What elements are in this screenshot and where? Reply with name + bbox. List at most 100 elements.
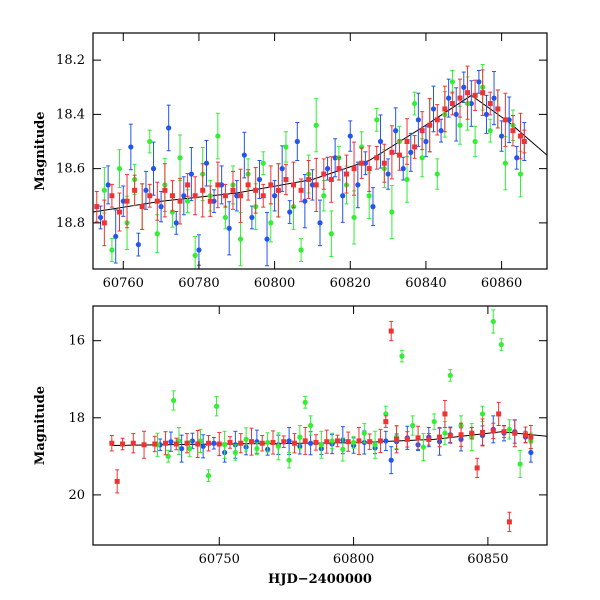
data-point xyxy=(179,446,185,452)
data-point xyxy=(147,193,153,199)
data-point xyxy=(205,473,212,479)
data-point xyxy=(498,341,504,348)
data-point xyxy=(447,372,453,378)
data-point xyxy=(154,231,160,237)
data-point xyxy=(232,449,238,456)
axes-frame xyxy=(92,32,548,270)
data-point xyxy=(215,182,221,188)
data-point xyxy=(275,187,281,193)
data-point xyxy=(442,106,448,112)
data-point xyxy=(399,353,405,359)
data-point xyxy=(389,209,395,215)
data-point xyxy=(222,442,228,448)
data-point xyxy=(177,155,183,161)
data-point xyxy=(321,171,327,177)
data-point xyxy=(374,117,380,123)
data-point xyxy=(213,403,220,409)
data-point xyxy=(211,440,217,446)
data-point xyxy=(502,160,508,166)
data-point xyxy=(264,236,270,242)
data-point xyxy=(113,233,119,240)
data-point xyxy=(491,95,497,101)
data-point xyxy=(169,193,175,199)
data-point xyxy=(227,439,233,445)
data-point xyxy=(109,193,115,199)
data-point xyxy=(105,182,111,188)
data-point xyxy=(367,439,373,445)
data-point xyxy=(259,440,265,446)
data-point xyxy=(170,397,177,404)
data-series xyxy=(154,309,534,482)
data-point xyxy=(279,166,285,172)
data-point xyxy=(517,171,524,177)
data-point xyxy=(101,220,107,226)
data-point xyxy=(200,187,206,193)
data-point xyxy=(256,176,263,183)
data-point xyxy=(442,411,448,417)
data-point xyxy=(420,444,427,450)
data-point xyxy=(101,187,107,193)
data-point xyxy=(442,430,448,436)
data-point xyxy=(286,438,292,444)
data-point xyxy=(181,193,187,199)
data-point xyxy=(124,198,130,204)
data-point xyxy=(343,171,349,177)
y-tick-label: 18 xyxy=(68,411,85,426)
data-point xyxy=(150,166,157,172)
data-point xyxy=(419,128,425,134)
data-point xyxy=(469,430,475,436)
data-point xyxy=(383,438,389,444)
data-point xyxy=(128,144,134,150)
data-point xyxy=(192,252,198,259)
data-point xyxy=(286,457,292,463)
data-point xyxy=(130,440,136,446)
y-tick-label: 18.6 xyxy=(56,162,85,177)
data-point xyxy=(307,440,314,446)
data-point xyxy=(328,176,334,182)
data-point xyxy=(324,439,330,445)
data-point xyxy=(329,438,335,444)
data-point xyxy=(345,439,351,445)
y-tick-label: 18.2 xyxy=(56,53,85,68)
data-point xyxy=(97,214,104,221)
data-point xyxy=(457,122,463,128)
data-point xyxy=(447,433,453,439)
data-point xyxy=(381,160,387,166)
data-point xyxy=(404,436,410,442)
data-point xyxy=(253,187,259,193)
data-point xyxy=(388,457,394,463)
data-point xyxy=(184,198,191,204)
data-point xyxy=(207,198,213,204)
data-point xyxy=(187,446,193,452)
data-point xyxy=(385,171,391,177)
data-point xyxy=(355,182,361,188)
data-point xyxy=(318,442,324,448)
plot-area xyxy=(109,309,547,533)
data-point xyxy=(487,128,493,134)
bottom-light-curve-panel: 60750 60800 60850 16 18 20 Magnitude HJD−240000… xyxy=(33,305,548,587)
data-point xyxy=(351,166,357,172)
data-point xyxy=(291,440,297,446)
data-series xyxy=(109,320,534,533)
data-point xyxy=(135,241,141,248)
data-point xyxy=(457,95,463,101)
data-point xyxy=(302,198,308,204)
data-point xyxy=(512,430,518,436)
data-point xyxy=(437,434,443,440)
data-point xyxy=(427,122,433,128)
data-point xyxy=(243,436,249,442)
data-point xyxy=(216,441,222,447)
data-point xyxy=(528,449,534,456)
data-point xyxy=(506,426,512,432)
data-point xyxy=(173,220,179,226)
data-point xyxy=(419,155,425,161)
data-point xyxy=(158,204,164,210)
data-point xyxy=(446,95,452,101)
data-point xyxy=(287,209,293,215)
data-point xyxy=(200,443,206,449)
data-point xyxy=(294,138,300,145)
data-point xyxy=(268,182,274,188)
data-point xyxy=(196,247,202,253)
data-point xyxy=(114,478,120,484)
data-point xyxy=(394,436,400,442)
